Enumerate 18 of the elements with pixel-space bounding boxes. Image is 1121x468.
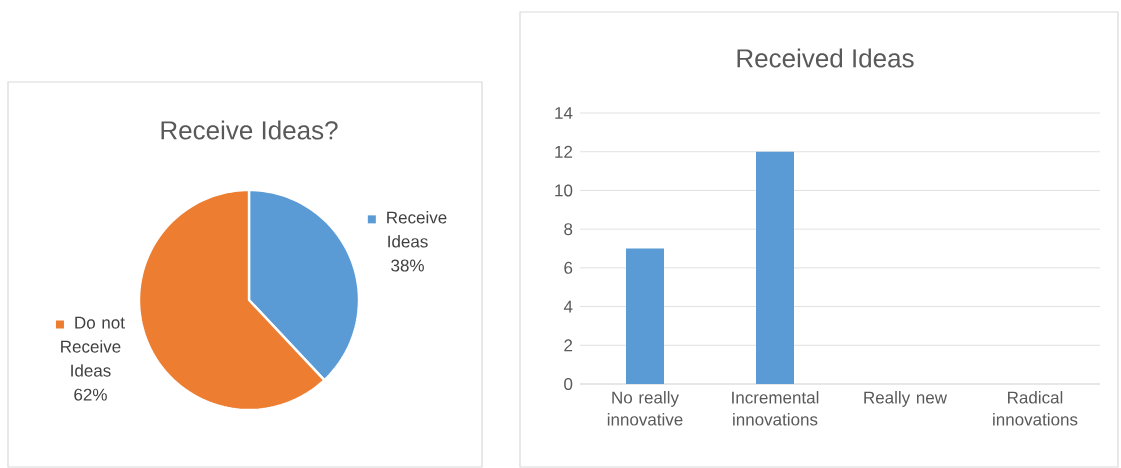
y-tick-label: 2 xyxy=(564,339,573,352)
y-tick-label: 0 xyxy=(564,378,573,391)
text: Receive Ideas? xyxy=(161,120,338,140)
y-tick-label: 8 xyxy=(564,223,573,236)
x-tick-label: Really new xyxy=(864,391,948,407)
x-tick-label: No really innovative xyxy=(607,391,683,426)
x-tick-label: Incremental innovations xyxy=(732,391,819,426)
data-label: 62% xyxy=(74,388,107,401)
y-tick-label: 12 xyxy=(555,145,573,158)
y-tick-label: 4 xyxy=(563,300,573,313)
x-tick-label: Radical innovations xyxy=(993,391,1078,426)
y-tick-label: 14 xyxy=(555,107,573,119)
chart-title: Received Ideas xyxy=(737,48,914,68)
y-tick-label: 10 xyxy=(555,184,573,197)
legend-label: Do not Receive Ideas xyxy=(61,316,125,377)
y-tick-label: 6 xyxy=(564,261,573,274)
data-label: 38% xyxy=(391,259,424,272)
legend-label: Receive Ideas xyxy=(387,211,447,248)
